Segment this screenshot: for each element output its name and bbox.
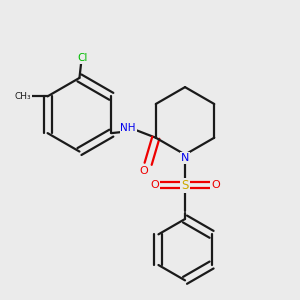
Text: O: O xyxy=(211,180,220,190)
Text: NH: NH xyxy=(120,123,136,133)
Text: CH₃: CH₃ xyxy=(15,92,32,101)
Text: Cl: Cl xyxy=(77,53,88,63)
Text: S: S xyxy=(181,179,189,192)
Text: O: O xyxy=(150,180,159,190)
Text: N: N xyxy=(181,153,189,163)
Text: O: O xyxy=(139,167,148,176)
